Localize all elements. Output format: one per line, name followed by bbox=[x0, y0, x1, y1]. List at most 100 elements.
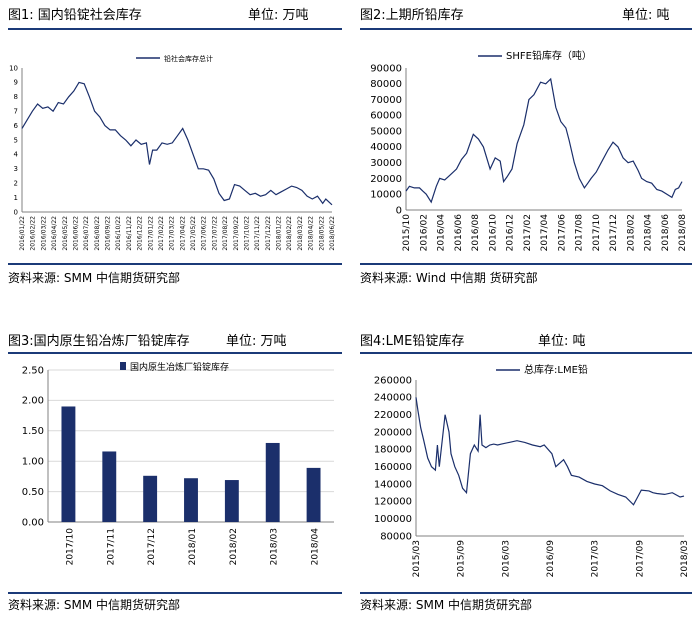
y-tick-label: 2.50 bbox=[22, 365, 44, 376]
x-tick-label: 2017/09 bbox=[635, 540, 645, 578]
x-tick-label: 2017/12/22 bbox=[265, 216, 272, 251]
x-tick-label: 2017/11 bbox=[106, 528, 116, 565]
chart-1: 0 1 2 3 4 5 6 7 8 9 10 2016/01/22 2016/02/22 2016/03/… bbox=[9, 54, 336, 251]
panel-3: 图3:国内原生铅冶炼厂铅锭库存 单位: 万吨 0.00 0.50 1.00 1.50 2… bbox=[8, 330, 342, 630]
y-tick-label: 0.50 bbox=[22, 487, 44, 498]
x-tick-label: 2018/01 bbox=[188, 528, 198, 565]
x-tick-label: 2017/06/22 bbox=[201, 216, 208, 251]
x-tick-label: 2017/02 bbox=[523, 214, 533, 251]
series-line bbox=[405, 77, 683, 204]
source-rule bbox=[360, 263, 692, 265]
unit-label: 单位: 万吨 bbox=[226, 334, 287, 349]
legend-label: SHFE铅库存（吨） bbox=[506, 49, 592, 62]
y-tick-label: 4 bbox=[14, 151, 19, 159]
unit-label: 单位: 万吨 bbox=[248, 8, 309, 23]
y-tick-label: 260000 bbox=[374, 375, 412, 386]
y-tick-label: 1 bbox=[14, 194, 18, 202]
y-tick-label: 90000 bbox=[370, 63, 402, 74]
y-tick-label: 0.00 bbox=[22, 517, 44, 528]
bar bbox=[143, 475, 158, 522]
x-tick-label: 2017/03 bbox=[591, 540, 601, 577]
source-note: 资料来源: SMM 中信期货研究部 bbox=[8, 598, 180, 612]
bar bbox=[306, 467, 321, 522]
x-tick-label: 2017/08 bbox=[575, 214, 585, 252]
legend-label: 国内原生冶炼厂铅锭库存 bbox=[130, 361, 229, 373]
source-note: 资料来源: SMM 中信期货研究部 bbox=[360, 598, 532, 612]
panel-1: 图1: 国内铅锭社会库存 单位: 万吨 0 1 2 3 4 5 6 7 8 9 10 2016/01/… bbox=[8, 4, 342, 304]
x-tick-label: 2016/06/22 bbox=[72, 216, 79, 251]
y-tick-label: 1.50 bbox=[22, 426, 44, 437]
y-tick-label: 30000 bbox=[370, 158, 402, 169]
x-tick-label: 2017/04 bbox=[540, 214, 550, 252]
x-tick-label: 2018/04 bbox=[644, 214, 654, 252]
x-tick-label: 2016/12 bbox=[506, 214, 516, 251]
series-line bbox=[415, 397, 685, 506]
x-tick-label: 2018/02 bbox=[626, 214, 636, 251]
bar bbox=[184, 478, 198, 522]
y-tick-label: 140000 bbox=[374, 479, 412, 490]
legend-swatch bbox=[120, 362, 126, 370]
x-tick-label: 2016/01/22 bbox=[19, 216, 26, 251]
y-tick-label: 6 bbox=[14, 122, 19, 130]
y-tick-label: 10 bbox=[9, 64, 18, 72]
y-tick-label: 220000 bbox=[374, 410, 412, 421]
y-tick-label: 5 bbox=[14, 136, 18, 144]
x-tick-label: 2018/02/22 bbox=[286, 216, 293, 251]
x-tick-label: 2016/09 bbox=[546, 540, 556, 578]
source-rule bbox=[8, 263, 342, 265]
y-tick-label: 10000 bbox=[370, 190, 402, 201]
x-tick-label: 2018/02 bbox=[229, 528, 239, 565]
x-tick-label: 2016/09/22 bbox=[105, 216, 112, 251]
y-tick-label: 3 bbox=[14, 165, 18, 173]
x-tick-label: 2017/03/22 bbox=[169, 216, 176, 251]
x-tick-label: 2016/07/22 bbox=[83, 216, 90, 251]
x-tick-label: 2015/09 bbox=[457, 540, 467, 578]
legend-label: 总库存:LME铅 bbox=[524, 363, 588, 376]
y-tick-label: 50000 bbox=[370, 126, 402, 137]
x-tick-label: 2018/03 bbox=[680, 540, 690, 577]
y-tick-label: 7 bbox=[14, 108, 18, 116]
x-tick-label: 2018/04/22 bbox=[308, 216, 315, 251]
y-tick-label: 180000 bbox=[374, 445, 412, 456]
legend-label: 铅社会库存总计 bbox=[164, 54, 213, 63]
title-rule bbox=[360, 352, 692, 354]
x-tick-label: 2017/05/22 bbox=[190, 216, 197, 251]
y-tick-label: 2 bbox=[14, 180, 18, 188]
x-tick-label: 2017/04/22 bbox=[179, 216, 186, 251]
source-note: 资料来源: SMM 中信期货研究部 bbox=[8, 271, 180, 285]
y-tick-label: 20000 bbox=[370, 174, 402, 185]
x-tick-label: 2018/03 bbox=[270, 528, 280, 565]
y-tick-label: 8 bbox=[14, 93, 18, 101]
source-rule bbox=[8, 592, 342, 594]
x-tick-label: 2018/06/22 bbox=[329, 216, 336, 251]
panel-2: 图2:上期所铅库存 单位: 吨 0 10000 20000 30000 40000 500… bbox=[360, 4, 692, 304]
x-tick-label: 2016/04 bbox=[437, 214, 447, 252]
y-tick-label: 200000 bbox=[374, 427, 412, 438]
x-tick-label: 2018/08 bbox=[678, 214, 688, 252]
x-tick-label: 2017/08/22 bbox=[222, 216, 229, 251]
x-tick-label: 2016/08 bbox=[471, 214, 481, 252]
y-tick-label: 70000 bbox=[370, 95, 402, 106]
chart-3: 0.00 0.50 1.00 1.50 2.00 2.50 2017/10 2017/11 20… bbox=[22, 361, 334, 566]
x-tick-label: 2017/12 bbox=[147, 528, 157, 565]
chart-title: 图2:上期所铅库存 bbox=[360, 8, 464, 23]
x-tick-label: 2016/03/22 bbox=[40, 216, 47, 251]
y-tick-label: 80000 bbox=[380, 531, 412, 542]
x-tick-label: 2016/10 bbox=[488, 214, 498, 252]
x-tick-label: 2017/10 bbox=[65, 528, 75, 566]
y-tick-label: 100000 bbox=[374, 514, 412, 525]
y-tick-label: 120000 bbox=[374, 497, 412, 508]
source-note: 资料来源: Wind 中信期 货研究部 bbox=[360, 271, 538, 285]
unit-label: 单位: 吨 bbox=[622, 8, 670, 23]
y-tick-label: 60000 bbox=[370, 111, 402, 122]
bar bbox=[61, 406, 76, 522]
source-rule bbox=[360, 592, 692, 594]
chart-2: 0 10000 20000 30000 40000 50000 60000 70000 8000… bbox=[370, 49, 688, 252]
bar bbox=[102, 451, 117, 522]
y-tick-label: 80000 bbox=[370, 79, 402, 90]
chart-title: 图4:LME铅锭库存 bbox=[360, 334, 465, 349]
y-tick-label: 0 bbox=[396, 205, 402, 216]
chart-title: 图3:国内原生铅冶炼厂铅锭库存 bbox=[8, 334, 190, 349]
bar bbox=[265, 442, 280, 522]
y-tick-label: 240000 bbox=[374, 393, 412, 404]
